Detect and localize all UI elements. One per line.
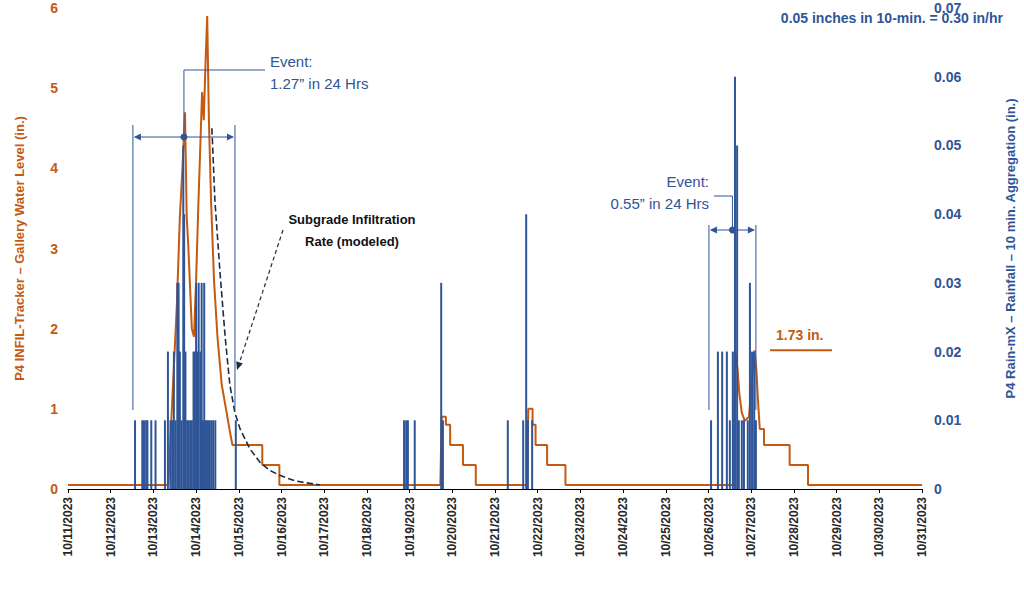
svg-text:6: 6 [50,0,58,16]
svg-text:10/19/2023: 10/19/2023 [403,497,417,557]
svg-text:0.01: 0.01 [934,412,961,428]
svg-text:0.05 inches in 10-min. = 0.30: 0.05 inches in 10-min. = 0.30 in/hr [781,10,1004,26]
svg-text:10/17/2023: 10/17/2023 [317,497,331,557]
svg-text:0.55” in 24 Hrs: 0.55” in 24 Hrs [611,195,709,212]
svg-text:0: 0 [934,481,942,497]
svg-text:1.73 in.: 1.73 in. [776,327,823,343]
svg-text:0.06: 0.06 [934,69,961,85]
svg-text:10/18/2023: 10/18/2023 [360,497,374,557]
svg-text:10/24/2023: 10/24/2023 [616,497,630,557]
svg-text:10/31/2023: 10/31/2023 [915,497,929,557]
svg-text:10/26/2023: 10/26/2023 [702,497,716,557]
svg-text:10/20/2023: 10/20/2023 [445,497,459,557]
svg-text:5: 5 [50,80,58,96]
svg-text:10/29/2023: 10/29/2023 [830,497,844,557]
svg-text:Event:: Event: [666,173,709,190]
svg-text:10/14/2023: 10/14/2023 [189,497,203,557]
svg-text:10/22/2023: 10/22/2023 [531,497,545,557]
svg-text:1.27” in 24 Hrs: 1.27” in 24 Hrs [270,75,368,92]
svg-text:0.07: 0.07 [934,0,962,16]
svg-text:10/21/2023: 10/21/2023 [488,497,502,557]
svg-text:10/13/2023: 10/13/2023 [146,497,160,557]
svg-text:10/23/2023: 10/23/2023 [573,497,587,557]
svg-text:10/30/2023: 10/30/2023 [872,497,886,557]
svg-text:0.04: 0.04 [934,206,961,222]
svg-text:10/28/2023: 10/28/2023 [787,497,801,557]
svg-text:Subgrade Infiltration: Subgrade Infiltration [288,212,415,227]
svg-text:10/27/2023: 10/27/2023 [744,497,758,557]
svg-text:0: 0 [50,481,58,497]
svg-text:P4 Rain-mX – Rainfall – 10 min: P4 Rain-mX – Rainfall – 10 min. Aggregat… [1003,98,1018,398]
svg-text:Rate (modeled): Rate (modeled) [305,234,399,249]
svg-text:10/12/2023: 10/12/2023 [104,497,118,557]
svg-text:10/25/2023: 10/25/2023 [659,497,673,557]
svg-text:3: 3 [50,241,58,257]
svg-text:0.03: 0.03 [934,275,961,291]
svg-text:0.05: 0.05 [934,137,961,153]
svg-text:P4 INFIL-Tracker – Gallery Wat: P4 INFIL-Tracker – Gallery Water Level (… [12,116,27,381]
svg-text:Event:: Event: [270,53,313,70]
svg-text:2: 2 [50,321,58,337]
svg-text:1: 1 [50,401,58,417]
svg-text:10/15/2023: 10/15/2023 [232,497,246,557]
svg-text:10/11/2023: 10/11/2023 [61,497,75,557]
svg-text:4: 4 [50,160,58,176]
svg-text:10/16/2023: 10/16/2023 [275,497,289,557]
svg-text:0.02: 0.02 [934,344,961,360]
